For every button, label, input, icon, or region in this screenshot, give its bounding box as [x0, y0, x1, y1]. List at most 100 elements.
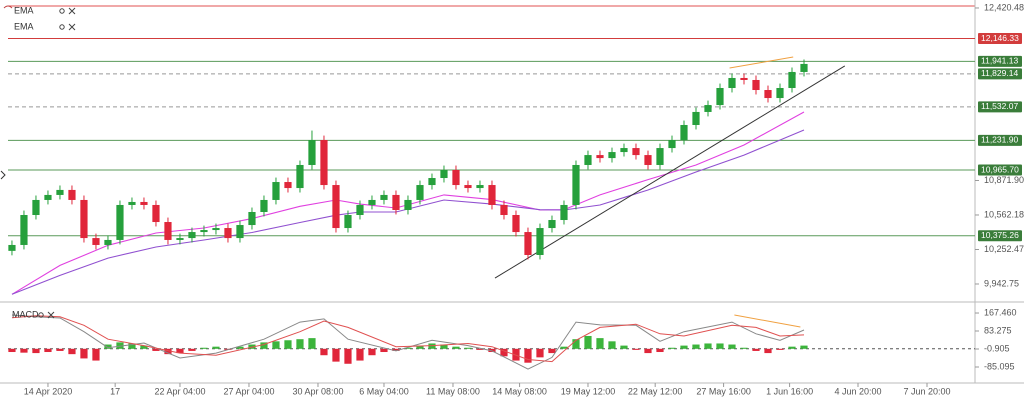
candle-body	[680, 124, 688, 141]
candle-body	[8, 244, 16, 251]
candle-body	[404, 199, 412, 210]
macd-histogram-bar	[356, 348, 364, 361]
candle-body	[140, 201, 148, 205]
level-label: 11,941.13	[981, 56, 1018, 66]
settings-icon[interactable]	[59, 8, 65, 14]
candle-body	[464, 185, 472, 189]
legend-label: EMA	[14, 5, 34, 15]
macd-histogram-bar	[296, 339, 304, 349]
candle-body	[20, 215, 28, 245]
macd-label: MACD	[12, 309, 39, 319]
trend-line	[734, 314, 801, 328]
trend-line	[729, 56, 794, 69]
macd-histogram-bar	[452, 346, 460, 349]
macd-histogram-bar	[476, 348, 484, 350]
macd-histogram-bar	[68, 348, 76, 355]
y-tick-label: 9,942.75	[984, 278, 1019, 288]
candle-body	[236, 225, 244, 239]
close-icon[interactable]	[47, 311, 55, 319]
close-icon[interactable]	[68, 23, 76, 31]
macd-histogram-bar	[548, 348, 556, 354]
x-tick-label: 14 Apr 2020	[24, 386, 73, 396]
level-label: 11,231.90	[981, 135, 1018, 145]
candle-body	[512, 215, 520, 233]
macd-histogram-bar	[416, 345, 424, 349]
candle-body	[284, 182, 292, 189]
macd-histogram-bar	[176, 348, 184, 354]
settings-icon[interactable]	[59, 24, 65, 30]
macd-histogram-bar	[668, 347, 676, 349]
macd-histogram-bar	[440, 344, 448, 349]
macd-histogram-bar	[428, 343, 436, 349]
candle-body	[488, 185, 496, 205]
macd-histogram-bar	[20, 348, 28, 353]
x-tick-label: 4 Jun 20:00	[834, 386, 881, 396]
x-tick-label: 17	[110, 386, 120, 396]
macd-histogram-bar	[800, 345, 808, 349]
candle-body	[716, 88, 724, 106]
macd-histogram-bar	[332, 348, 340, 362]
candle-body	[128, 201, 136, 205]
macd-histogram-bar	[524, 348, 532, 363]
macd-histogram-bar	[404, 347, 412, 349]
close-icon[interactable]	[68, 7, 76, 15]
macd-histogram-bar	[644, 348, 652, 354]
candle-body	[260, 199, 268, 212]
candle-body	[68, 189, 76, 200]
macd-histogram-bar	[788, 346, 796, 349]
macd-histogram-bar	[260, 342, 268, 349]
x-tick-label: 14 May 08:00	[492, 386, 547, 396]
x-tick-label: 27 Apr 04:00	[223, 386, 274, 396]
macd-histogram-bar	[764, 348, 772, 354]
macd-histogram-bar	[752, 348, 760, 351]
candle-body	[560, 204, 568, 221]
x-tick-label: 6 May 04:00	[359, 386, 409, 396]
trend-line	[494, 65, 846, 279]
macd-histogram-bar	[236, 346, 244, 349]
candle-body	[116, 204, 124, 240]
macd-histogram-bar	[536, 348, 544, 358]
candle-body	[248, 211, 256, 226]
candle-body	[80, 199, 88, 239]
macd-histogram-bar	[272, 341, 280, 349]
candle-body	[752, 79, 760, 91]
macd-histogram-bar	[284, 340, 292, 349]
macd-y-tick-label: 167.460	[984, 307, 1017, 317]
macd-y-tick-label: -0.905	[984, 343, 1010, 353]
macd-histogram-bar	[584, 335, 592, 349]
candle-body	[692, 111, 700, 125]
level-box	[978, 68, 1022, 80]
macd-y-tick-label: 83.275	[984, 325, 1012, 335]
macd-histogram-bar	[188, 348, 196, 351]
y-tick-label: 12,420.48	[984, 2, 1024, 12]
candle-body	[92, 238, 100, 245]
macd-histogram-bar	[560, 346, 568, 349]
candle-body	[572, 164, 580, 205]
macd-histogram-bar	[56, 348, 64, 351]
macd-histogram-bar	[716, 343, 724, 349]
macd-histogram-bar	[92, 348, 100, 361]
macd-histogram-bar	[500, 348, 508, 357]
candle-body	[728, 77, 736, 89]
level-box	[978, 33, 1022, 45]
candle-body	[452, 169, 460, 186]
macd-histogram-bar	[308, 338, 316, 349]
candle-body	[188, 232, 196, 239]
macd-histogram-bar	[104, 344, 112, 349]
candle-body	[764, 90, 772, 99]
candle-body	[212, 228, 220, 231]
candle-body	[152, 204, 160, 223]
candle-body	[44, 194, 52, 200]
collapse-arrow[interactable]	[0, 170, 6, 180]
candle-body	[176, 238, 184, 240]
settings-icon[interactable]	[38, 312, 44, 318]
candle-body	[308, 140, 316, 165]
macd-histogram-bar	[140, 345, 148, 349]
macd-histogram-bar	[116, 342, 124, 349]
macd-y-tick-label: -85.095	[984, 361, 1015, 371]
y-tick-label: 10,562.18	[984, 209, 1024, 219]
macd-histogram-bar	[128, 343, 136, 349]
candle-body	[788, 71, 796, 89]
candle-body	[296, 164, 304, 189]
